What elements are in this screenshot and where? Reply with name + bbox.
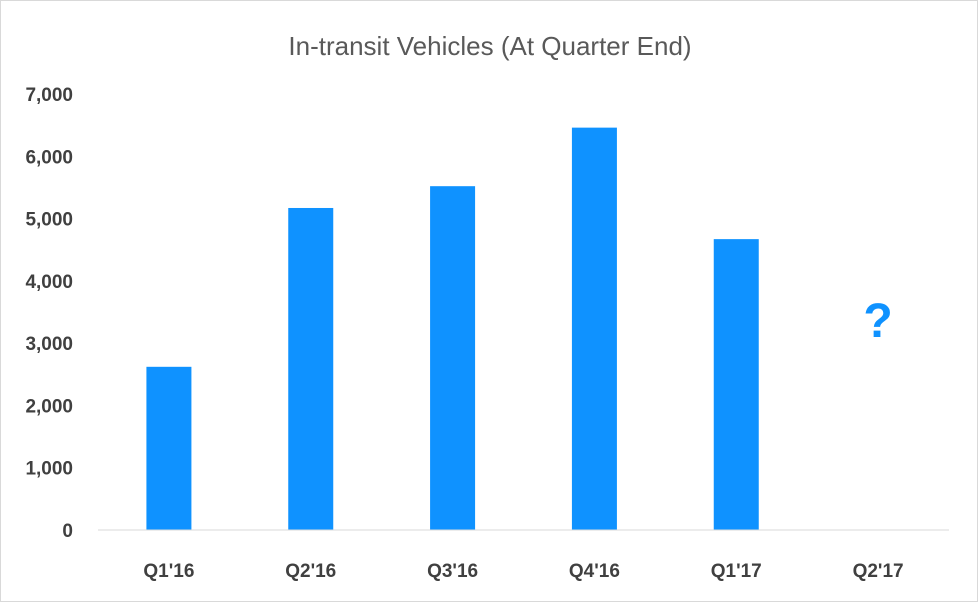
bar <box>713 239 759 530</box>
y-tick-label: 7,000 <box>25 85 73 106</box>
x-tick-label: Q4'16 <box>569 561 620 582</box>
question-mark-annotation: ? <box>863 295 892 348</box>
y-axis: 0 1,000 2,000 3,000 4,000 5,000 6,000 7,000 <box>25 85 73 542</box>
x-tick-label: Q3'16 <box>427 561 478 582</box>
y-tick-label: 2,000 <box>25 396 73 417</box>
y-tick-label: 3,000 <box>25 334 73 355</box>
x-tick-label: Q1'17 <box>711 561 762 582</box>
annotations: ? <box>863 295 892 348</box>
y-tick-label: 1,000 <box>25 459 73 480</box>
y-tick-label: 5,000 <box>25 210 73 231</box>
bar <box>571 127 617 531</box>
y-tick-label: 0 <box>62 521 73 542</box>
x-tick-label: Q1'16 <box>143 561 194 582</box>
x-tick-label: Q2'17 <box>853 561 904 582</box>
bar <box>146 366 192 530</box>
bar <box>288 207 334 531</box>
bar-series <box>146 127 759 531</box>
x-tick-label: Q2'16 <box>285 561 336 582</box>
chart-title: In-transit Vehicles (At Quarter End) <box>288 31 691 61</box>
x-axis: Q1'16 Q2'16 Q3'16 Q4'16 Q1'17 Q2'17 <box>143 561 903 582</box>
bar <box>430 186 476 530</box>
y-tick-label: 6,000 <box>25 147 73 168</box>
y-tick-label: 4,000 <box>25 272 73 293</box>
